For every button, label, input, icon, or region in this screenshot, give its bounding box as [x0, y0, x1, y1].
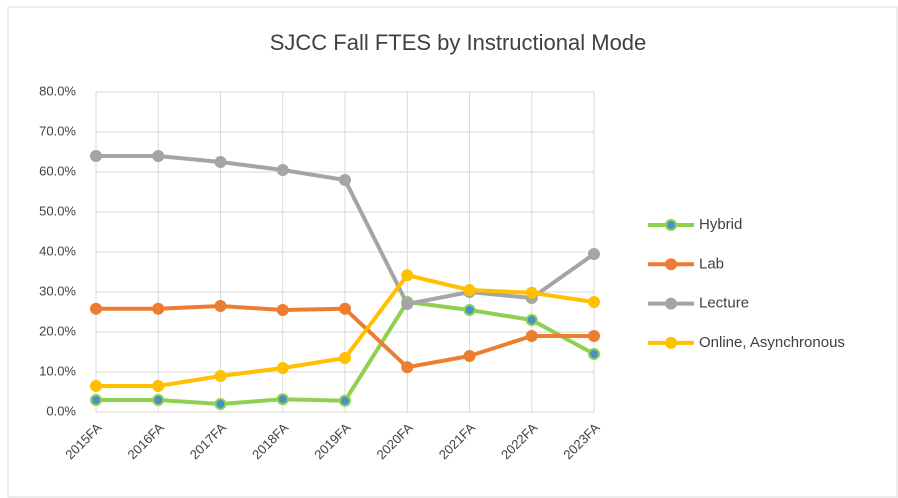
- point: [152, 302, 165, 315]
- point: [90, 150, 102, 162]
- chart-title: SJCC Fall FTES by Instructional Mode: [270, 30, 647, 55]
- point: [276, 393, 289, 406]
- y-tick-label: 80.0%: [39, 83, 76, 98]
- point: [276, 304, 289, 316]
- point: [214, 398, 227, 410]
- legend-marker: [665, 297, 677, 310]
- y-tick-label: 10.0%: [39, 363, 76, 378]
- y-tick-label: 30.0%: [39, 283, 76, 298]
- point: [90, 380, 102, 392]
- point: [525, 330, 538, 342]
- point: [339, 394, 351, 407]
- point: [463, 284, 476, 296]
- point: [463, 350, 476, 362]
- point: [401, 269, 414, 282]
- point: [401, 298, 414, 310]
- point: [339, 174, 351, 186]
- point: [588, 248, 600, 260]
- point: [152, 394, 165, 406]
- legend-label: Lecture: [699, 295, 749, 312]
- y-tick-label: 0.0%: [46, 403, 76, 418]
- point: [214, 156, 227, 168]
- point: [90, 394, 102, 406]
- point: [214, 300, 227, 312]
- y-tick-label: 70.0%: [39, 123, 76, 138]
- y-tick-label: 60.0%: [39, 163, 76, 178]
- point: [525, 314, 538, 326]
- legend-label: Online, Asynchronous: [699, 334, 845, 351]
- point: [339, 352, 351, 364]
- point: [588, 330, 600, 342]
- point: [214, 370, 227, 382]
- point: [152, 380, 165, 392]
- legend-marker: [665, 336, 677, 349]
- point: [525, 286, 538, 299]
- point: [152, 150, 165, 162]
- y-tick-label: 40.0%: [39, 243, 76, 258]
- point: [463, 304, 476, 316]
- legend-marker: [665, 258, 677, 271]
- point: [276, 362, 289, 374]
- legend-label: Hybrid: [699, 216, 742, 233]
- point: [588, 296, 600, 308]
- y-tick-label: 20.0%: [39, 323, 76, 338]
- point: [276, 164, 289, 176]
- y-tick-label: 50.0%: [39, 203, 76, 218]
- legend-label: Lab: [699, 255, 724, 272]
- legend-marker: [665, 219, 677, 231]
- point: [339, 302, 351, 315]
- point: [90, 302, 102, 315]
- point: [588, 348, 600, 360]
- point: [401, 361, 414, 374]
